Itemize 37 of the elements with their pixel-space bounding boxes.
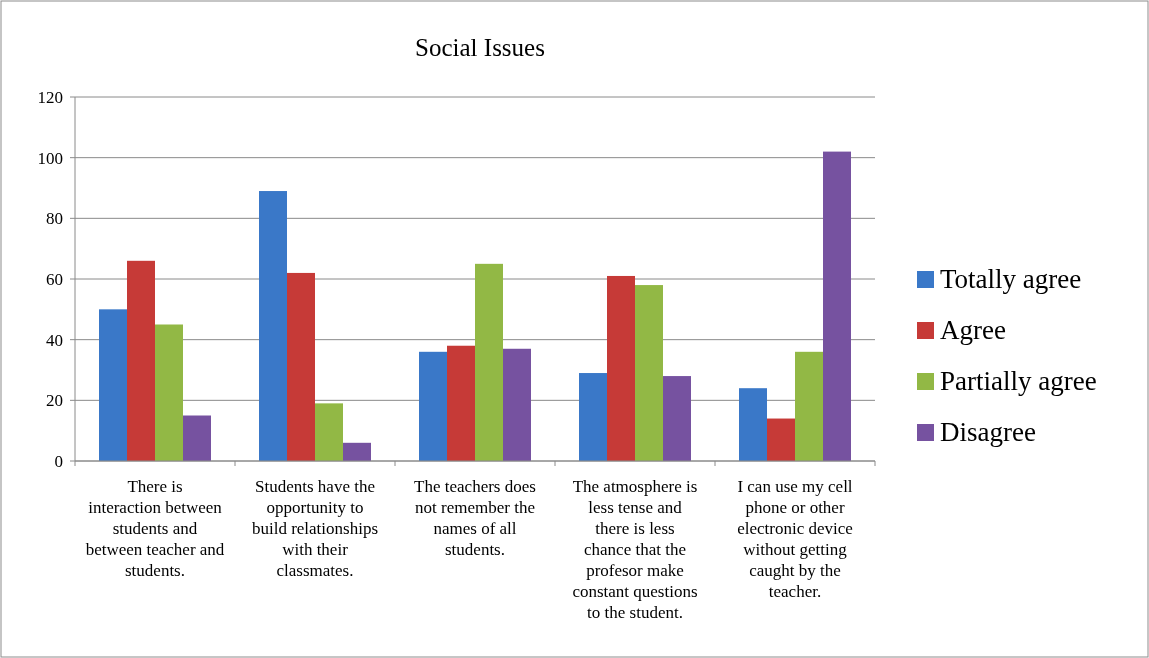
legend-label: Agree <box>940 315 1006 346</box>
bar <box>739 388 767 461</box>
bar <box>579 373 607 461</box>
bar <box>475 263 503 461</box>
y-tick-label: 60 <box>46 269 63 289</box>
bar <box>183 415 211 461</box>
bar <box>419 351 447 461</box>
bar <box>99 309 127 461</box>
bar <box>767 418 795 461</box>
bar <box>503 348 531 461</box>
bar <box>259 191 287 461</box>
bar <box>635 285 663 461</box>
bar <box>663 376 691 461</box>
x-tick-label: The atmosphere is less tense and there is less chance that the profesor make constant questions to the student. <box>572 477 698 622</box>
y-tick-label: 20 <box>46 391 63 411</box>
y-tick-label: 120 <box>37 87 63 107</box>
y-tick-label: 100 <box>37 148 63 168</box>
bar <box>795 351 823 461</box>
x-tick-label: There is interaction between students and between teacher and students. <box>85 477 225 580</box>
x-tick-label: The teachers does not remember the names of all students. <box>414 477 536 559</box>
legend-label: Disagree <box>940 417 1036 448</box>
bar <box>823 151 851 461</box>
y-tick-label: 40 <box>46 330 63 350</box>
bar <box>287 272 315 461</box>
bar <box>155 324 183 461</box>
y-tick-label: 0 <box>54 451 63 471</box>
legend-label: Partially agree <box>940 366 1097 397</box>
bar <box>607 275 635 461</box>
x-tick-label: I can use my cell phone or other electronic device without getting caught by the teacher. <box>737 477 853 601</box>
bar <box>315 403 343 461</box>
x-tick-label: Students have the opportunity to build relationships with their classmates. <box>251 477 379 580</box>
legend-label: Totally agree <box>940 264 1082 295</box>
y-tick-label: 80 <box>46 209 63 229</box>
chart-title: Social Issues <box>415 34 545 61</box>
bar <box>447 345 475 461</box>
bar <box>127 260 155 461</box>
bar <box>343 442 371 461</box>
